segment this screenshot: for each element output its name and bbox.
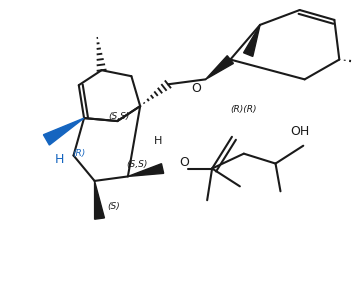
Polygon shape (95, 181, 104, 219)
Text: (S,S): (S,S) (108, 112, 130, 121)
Polygon shape (128, 164, 164, 176)
Text: (R)(R): (R)(R) (230, 104, 257, 114)
Text: H: H (55, 153, 64, 166)
Text: O: O (192, 82, 201, 95)
Text: H: H (154, 136, 162, 146)
Text: (R): (R) (72, 149, 85, 159)
Text: O: O (179, 156, 189, 169)
Text: (S,S): (S,S) (126, 160, 147, 169)
Text: (S): (S) (108, 202, 120, 211)
Polygon shape (244, 25, 260, 56)
Text: OH: OH (290, 125, 309, 138)
Polygon shape (44, 118, 84, 145)
Polygon shape (206, 56, 233, 79)
